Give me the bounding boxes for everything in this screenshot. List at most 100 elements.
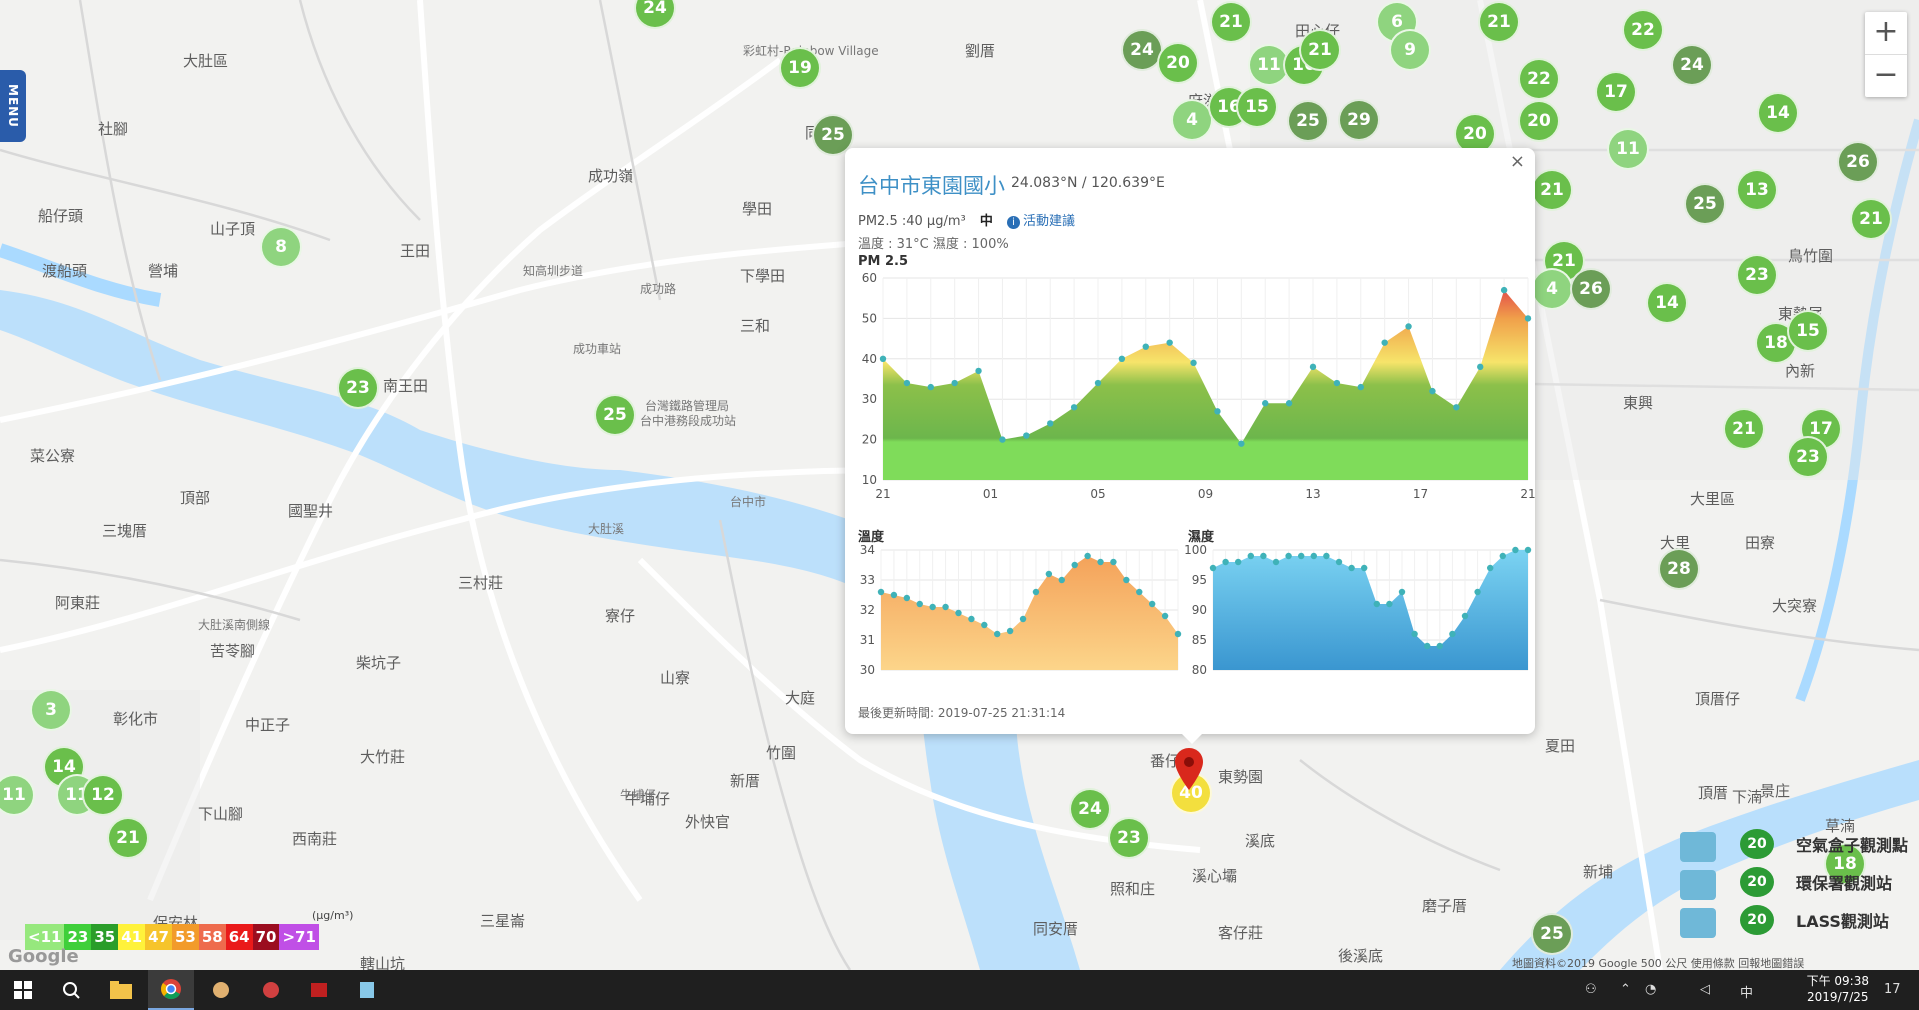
station-marker[interactable]: 29 (1338, 99, 1380, 141)
station-marker[interactable]: 18 (1824, 843, 1866, 885)
station-marker[interactable]: 11 (0, 774, 35, 816)
station-marker[interactable]: 13 (1736, 169, 1778, 211)
station-marker[interactable]: 21 (1299, 29, 1341, 71)
volume-icon[interactable]: ◁ (1700, 982, 1710, 997)
data-point[interactable] (1071, 561, 1078, 569)
station-marker[interactable]: 23 (1108, 817, 1150, 859)
station-marker[interactable]: 23 (337, 367, 379, 409)
data-point[interactable] (981, 621, 988, 629)
data-point[interactable] (975, 367, 982, 375)
data-point[interactable] (1436, 642, 1443, 650)
station-marker[interactable]: 20 (1518, 100, 1560, 142)
station-marker[interactable]: 21 (1850, 198, 1892, 240)
data-point[interactable] (1357, 383, 1364, 391)
station-marker[interactable]: 12 (82, 774, 124, 816)
data-point[interactable] (1247, 552, 1254, 560)
station-marker[interactable]: 15 (1236, 86, 1278, 128)
station-marker[interactable]: 25 (1531, 913, 1573, 955)
data-point[interactable] (1285, 400, 1293, 407)
data-point[interactable] (1235, 558, 1242, 566)
app-icon-3[interactable] (296, 970, 342, 1010)
menu-tab[interactable]: MENU (0, 70, 26, 142)
ime-indicator[interactable]: 中 (1740, 986, 1754, 1001)
notification-icon[interactable]: 17 (1884, 982, 1901, 997)
data-point[interactable] (1453, 404, 1460, 411)
data-point[interactable] (1333, 379, 1341, 387)
data-point[interactable] (1285, 552, 1292, 560)
data-point[interactable] (1019, 615, 1027, 623)
windows-start-icon[interactable] (0, 970, 46, 1010)
data-point[interactable] (916, 600, 923, 608)
map-attribution[interactable]: 地圖資料©2019 Google 500 公尺 使用條款 回報地圖錯誤 (1512, 957, 1805, 970)
activity-advice-link[interactable]: i 活動建議 (1007, 214, 1075, 229)
data-point[interactable] (1023, 432, 1030, 439)
data-point[interactable] (1161, 612, 1169, 620)
station-marker[interactable]: 28 (1658, 548, 1700, 590)
station-marker[interactable]: 26 (1837, 141, 1879, 183)
station-marker[interactable]: 22 (1622, 9, 1664, 51)
station-marker[interactable]: 23 (1787, 436, 1829, 478)
data-point[interactable] (1361, 564, 1368, 572)
station-marker[interactable]: 24 (1069, 788, 1111, 830)
data-point[interactable] (1298, 552, 1305, 560)
data-point[interactable] (1142, 343, 1149, 350)
data-point[interactable] (1335, 558, 1343, 566)
data-point[interactable] (1123, 576, 1130, 584)
station-marker[interactable]: 26 (1570, 268, 1612, 310)
data-point[interactable] (1474, 588, 1481, 596)
data-point[interactable] (1461, 612, 1469, 620)
station-marker[interactable]: 4 (1531, 268, 1573, 310)
data-point[interactable] (1260, 552, 1267, 560)
data-point[interactable] (903, 379, 911, 387)
search-icon[interactable] (48, 970, 94, 1010)
data-point[interactable] (1411, 630, 1418, 638)
data-point[interactable] (1006, 627, 1014, 635)
data-point[interactable] (955, 609, 962, 617)
station-marker[interactable]: 24 (1121, 29, 1163, 71)
data-point[interactable] (1487, 564, 1494, 572)
station-marker[interactable]: 14 (1757, 92, 1799, 134)
zoom-out-button[interactable]: − (1873, 57, 1899, 92)
data-point[interactable] (1398, 588, 1406, 596)
data-point[interactable] (999, 436, 1006, 443)
data-point[interactable] (927, 383, 934, 391)
data-point[interactable] (1381, 339, 1388, 346)
data-point[interactable] (1118, 355, 1126, 362)
data-point[interactable] (1209, 564, 1217, 572)
data-point[interactable] (1524, 315, 1532, 322)
data-point[interactable] (1348, 564, 1355, 572)
station-marker[interactable]: 20 (1157, 42, 1199, 84)
data-point[interactable] (1373, 600, 1380, 608)
data-point[interactable] (1499, 552, 1506, 560)
station-marker[interactable]: 9 (1389, 29, 1431, 71)
station-marker[interactable]: 21 (1478, 1, 1520, 43)
data-point[interactable] (1032, 588, 1040, 596)
data-point[interactable] (1272, 558, 1280, 566)
data-point[interactable] (1047, 420, 1054, 427)
data-point[interactable] (1477, 363, 1484, 371)
data-point[interactable] (1110, 558, 1117, 566)
data-point[interactable] (1084, 552, 1091, 560)
chevron-up-icon[interactable]: ⌃ (1620, 982, 1631, 997)
people-icon[interactable]: ⚇ (1585, 982, 1597, 997)
data-point[interactable] (1405, 323, 1412, 330)
station-marker[interactable]: 19 (779, 47, 821, 89)
station-marker[interactable]: 25 (1287, 100, 1329, 142)
station-marker[interactable]: 22 (1518, 58, 1560, 100)
station-marker[interactable]: 21 (1210, 1, 1252, 43)
data-point[interactable] (1174, 630, 1182, 638)
data-point[interactable] (1500, 286, 1508, 294)
zoom-in-button[interactable]: + (1873, 14, 1899, 49)
data-point[interactable] (1222, 558, 1229, 566)
data-point[interactable] (1190, 359, 1197, 367)
network-icon[interactable]: ◔ (1645, 982, 1657, 997)
data-point[interactable] (942, 603, 949, 611)
data-point[interactable] (1166, 339, 1173, 346)
data-point[interactable] (1310, 552, 1317, 560)
data-point[interactable] (1045, 570, 1053, 578)
station-title[interactable]: 台中市東園國小 (858, 174, 1005, 198)
file-explorer-icon[interactable] (98, 970, 144, 1010)
station-marker[interactable]: 14 (1646, 282, 1688, 324)
station-marker[interactable]: 8 (260, 226, 302, 268)
station-marker[interactable]: 11 (1607, 128, 1649, 170)
